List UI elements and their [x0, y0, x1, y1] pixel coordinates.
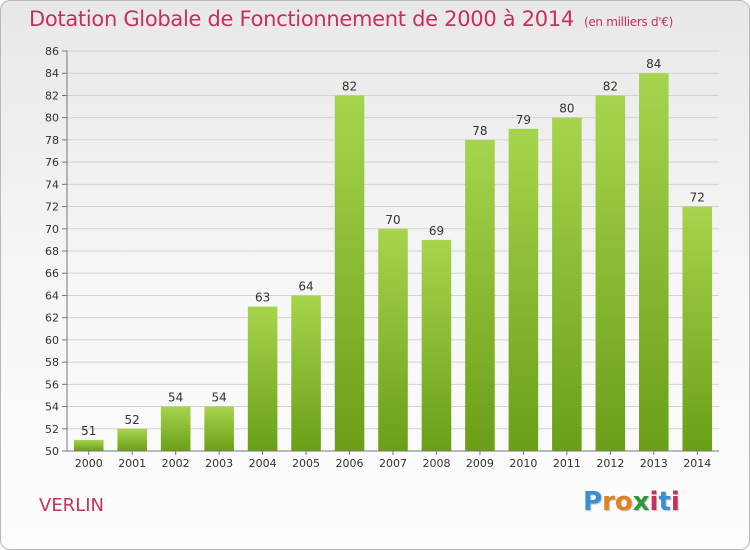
bar-2011 [552, 117, 582, 452]
x-tick-label: 2011 [553, 457, 581, 470]
x-tick-label: 2013 [640, 457, 668, 470]
bar-2008 [421, 239, 452, 451]
y-tick-label: 52 [45, 423, 59, 436]
bar-value-label: 72 [690, 191, 705, 205]
logo-letter: P [583, 487, 603, 517]
x-tick-label: 2005 [292, 457, 320, 470]
x-tick-label: 2006 [336, 457, 364, 470]
y-tick-label: 56 [45, 378, 59, 391]
bar-2003 [204, 406, 234, 451]
y-tick-label: 74 [45, 178, 59, 191]
bar-value-label: 80 [559, 102, 574, 116]
y-tick-label: 54 [45, 401, 59, 414]
x-tick-label: 2004 [249, 457, 277, 470]
logo-letter: i [670, 487, 680, 517]
bar-value-label: 54 [168, 391, 183, 405]
title-text: Dotation Globale de Fonctionnement de 20… [29, 7, 574, 31]
x-tick-label: 2012 [596, 457, 624, 470]
logo-letter: t [658, 487, 671, 517]
x-tick-label: 2014 [683, 457, 711, 470]
y-tick-label: 66 [45, 267, 59, 280]
bar-value-label: 70 [385, 213, 400, 227]
logo-letter: i [649, 487, 659, 517]
bar-value-label: 78 [472, 124, 487, 138]
bar-2010 [508, 128, 539, 451]
y-tick-label: 72 [45, 201, 59, 214]
bar-value-label: 82 [603, 79, 618, 93]
bar-2007 [378, 228, 408, 451]
bar-2001 [117, 428, 147, 451]
bar-2012 [595, 95, 626, 451]
bar-value-label: 52 [125, 413, 140, 427]
y-tick-label: 58 [45, 356, 59, 369]
y-tick-label: 60 [45, 334, 59, 347]
logo-letter: r [602, 487, 615, 517]
x-tick-label: 2003 [205, 457, 233, 470]
x-tick-label: 2007 [379, 457, 407, 470]
logo-letter: o [614, 487, 633, 517]
y-tick-label: 78 [45, 134, 59, 147]
y-tick-label: 50 [45, 445, 59, 458]
bar-2004 [247, 306, 278, 451]
y-axis: 50 52 54 56 58 60 62 64 66 68 70 72 74 76 78 80 82 84 86 [45, 45, 68, 458]
bars: 51 52 54 54 63 64 82 70 69 78 79 80 82 84 72 [73, 57, 713, 452]
bar-2009 [465, 139, 495, 451]
bar-2013 [639, 73, 669, 451]
x-tick-label: 2001 [118, 457, 146, 470]
bar-2006 [334, 95, 365, 451]
bar-value-label: 82 [342, 79, 357, 93]
x-tick-label: 2009 [466, 457, 494, 470]
x-tick-label: 2008 [422, 457, 450, 470]
y-tick-label: 68 [45, 245, 59, 258]
bar-2005 [291, 295, 321, 451]
x-axis: 2000 2001 2002 2003 2004 2005 2006 2007 2008 2009… [67, 450, 719, 470]
y-tick-label: 76 [45, 156, 59, 169]
town-name: VERLIN [39, 495, 104, 516]
x-tick-label: 2010 [509, 457, 537, 470]
y-tick-label: 70 [45, 223, 59, 236]
bar-2014 [682, 206, 713, 451]
chart-unit: (en milliers d'€) [583, 15, 673, 29]
y-tick-label: 62 [45, 312, 59, 325]
y-tick-label: 64 [45, 289, 59, 302]
bar-value-label: 54 [211, 391, 226, 405]
bar-2002 [160, 406, 191, 451]
bar-value-label: 51 [81, 424, 96, 438]
bar-value-label: 84 [646, 57, 661, 71]
bar-value-label: 69 [429, 224, 444, 238]
bar-value-label: 64 [298, 279, 313, 293]
y-tick-label: 86 [45, 45, 59, 58]
x-tick-label: 2002 [162, 457, 190, 470]
bar-2000 [73, 439, 104, 451]
chart-title: Dotation Globale de Fonctionnement de 20… [29, 7, 673, 31]
y-tick-label: 82 [45, 89, 59, 102]
x-tick-label: 2000 [75, 457, 103, 470]
bar-value-label: 79 [516, 113, 531, 127]
y-tick-label: 80 [45, 112, 59, 125]
y-tick-label: 84 [45, 67, 59, 80]
logo-letter: x [632, 487, 650, 517]
proxiti-logo: Proxiti [583, 487, 680, 517]
bar-value-label: 63 [255, 291, 270, 305]
